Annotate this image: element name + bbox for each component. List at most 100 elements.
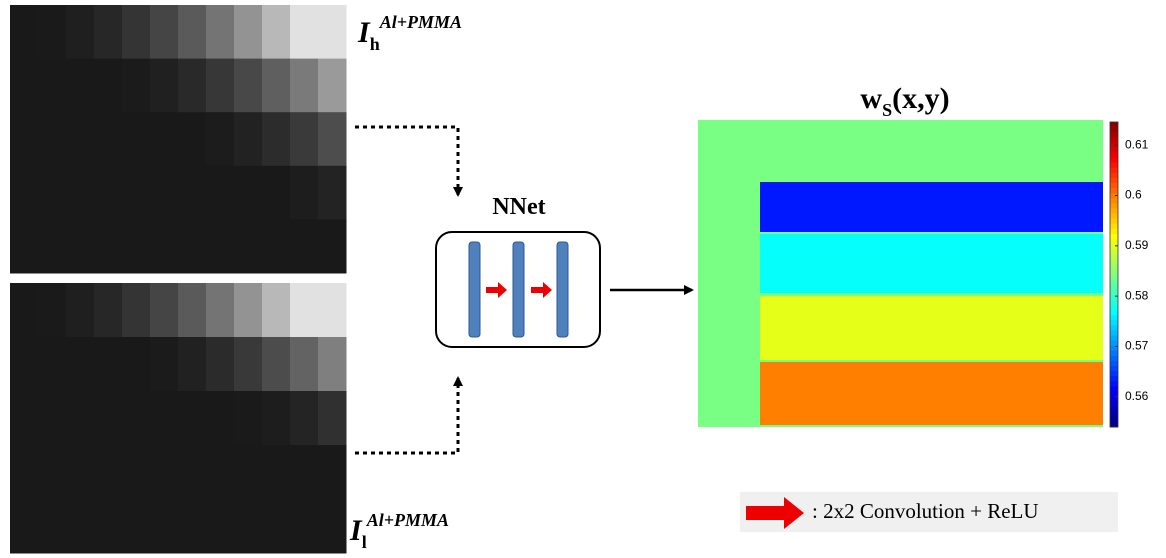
colorbar-step [1110,341,1118,347]
pixel-block [290,391,319,446]
heatmap-band [760,182,1103,232]
pixel-block [66,5,95,59]
colorbar-tick-label: 0.61 [1125,137,1149,151]
pixel-block [66,166,95,220]
pixel-block [290,59,319,113]
pixel-block [122,5,151,59]
input-label-high: IhAl+PMMA [357,12,462,54]
pixel-block [262,166,291,220]
colorbar-step [1110,168,1118,174]
pixel-block [318,499,347,554]
layer [557,242,568,337]
diagram: IhAl+PMMA IlAl+PMMA NNet wS(x,y) 0.560.5… [0,0,1166,558]
pixel-block [262,5,291,59]
title-rest: (x,y) [892,82,949,115]
colorbar-step [1110,239,1118,245]
pixel-block [262,112,291,166]
pixel-block [94,219,123,273]
pixel-block [178,59,207,113]
pixel-block [94,391,123,446]
pixel-block [234,112,263,166]
pixel-block [262,337,291,392]
pixel-block [38,445,67,500]
pixel-block [234,166,263,220]
pixel-block [290,5,319,59]
heatmap-band [760,234,1103,293]
colorbar-step [1110,264,1118,270]
pixel-block [38,283,67,338]
legend-text: : 2x2 Convolution + ReLU [812,499,1039,523]
pixel-block [10,112,39,166]
pixel-block [178,166,207,220]
pixel-block [122,283,151,338]
pixel-block [290,166,319,220]
colorbar-step [1110,315,1118,321]
pixel-block [206,112,235,166]
pixel-block [150,445,179,500]
colorbar-step [1110,158,1118,164]
pixel-block [10,219,39,273]
pixel-block [94,283,123,338]
pixel-block [290,112,319,166]
pixel-block [38,59,67,113]
pixel-block [66,219,95,273]
pixel-block [122,59,151,113]
pixel-block [206,219,235,273]
colorbar-step [1110,163,1118,169]
colorbar-step [1110,234,1118,240]
pixel-block [10,5,39,59]
dotted-arrow [355,378,458,453]
pixel-block [94,59,123,113]
colorbar-step [1110,366,1118,372]
colorbar-tick-label: 0.59 [1125,238,1149,252]
colorbar-step [1110,402,1118,408]
pixel-block [234,445,263,500]
pixel-block [66,283,95,338]
colorbar-step [1110,127,1118,133]
input-label-low: IlAl+PMMA [349,510,449,552]
pixel-block [150,337,179,392]
pixel-block [94,5,123,59]
pixel-block [10,337,39,392]
pixel-block [66,445,95,500]
pixel-block [122,337,151,392]
pixel-block [150,499,179,554]
pixel-block [122,499,151,554]
dotted-arrow [355,127,458,195]
colorbar-step [1110,336,1118,342]
colorbar-step [1110,381,1118,387]
pixel-block [38,5,67,59]
layer [469,242,480,337]
pixel-block [10,283,39,338]
colorbar-step [1110,320,1118,326]
pixel-block [38,391,67,446]
pixel-block [290,499,319,554]
pixel-block [262,391,291,446]
colorbar-step [1110,391,1118,397]
colorbar-step [1110,356,1118,362]
heatmap [698,120,1103,427]
colorbar-step [1110,183,1118,189]
pixel-block [318,5,347,59]
colorbar-step [1110,249,1118,255]
label-sub: h [370,34,380,54]
pixel-block [206,391,235,446]
pixel-block [234,337,263,392]
title-base: w [860,82,882,115]
colorbar-step [1110,361,1118,367]
pixel-block [262,445,291,500]
colorbar-step [1110,275,1118,281]
pixel-block [178,112,207,166]
pixel-block [94,112,123,166]
colorbar-step [1110,198,1118,204]
pixel-block [290,283,319,338]
colorbar-step [1110,330,1118,336]
colorbar-step [1110,254,1118,260]
pixel-block [234,219,263,273]
colorbar-step [1110,229,1118,235]
colorbar-step [1110,188,1118,194]
pixel-block [234,499,263,554]
colorbar-step [1110,417,1118,423]
colorbar-step [1110,305,1118,311]
pixel-block [66,59,95,113]
